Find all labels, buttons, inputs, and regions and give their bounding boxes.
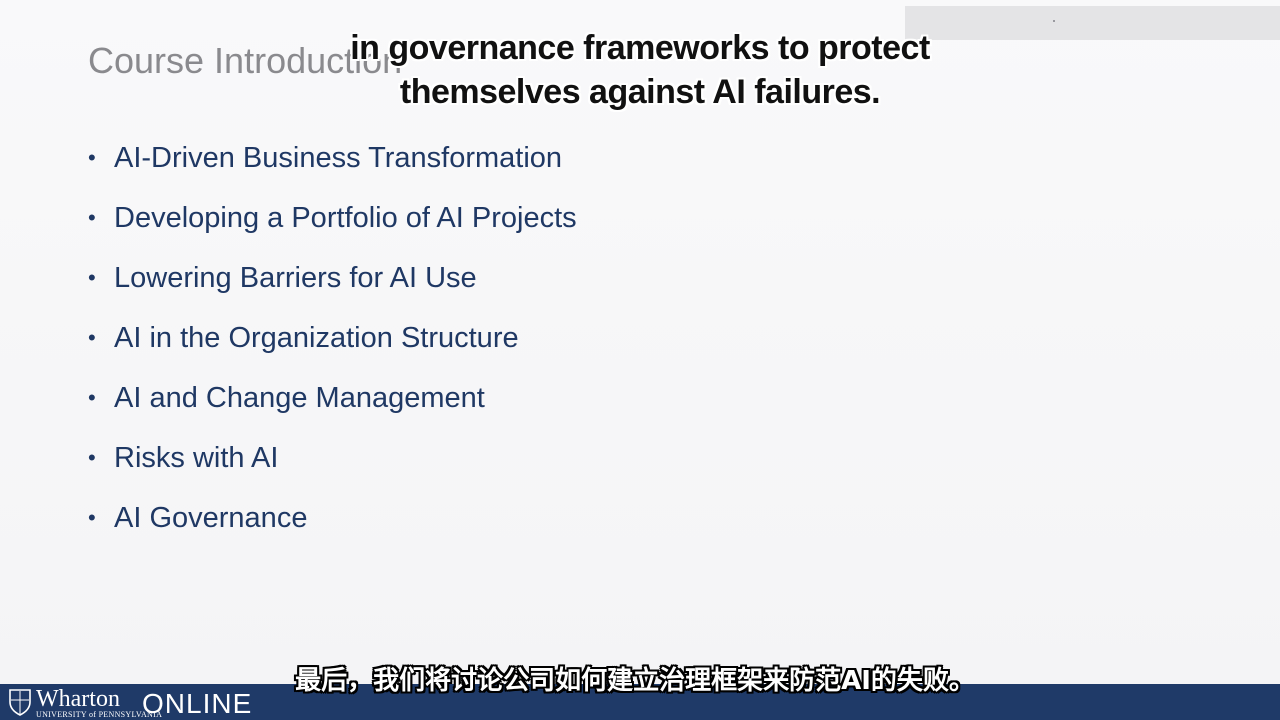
bullet-dot: • [88, 445, 96, 470]
slide-title: Course Introduction [88, 40, 403, 81]
bullet-text: Developing a Portfolio of AI Projects [114, 201, 577, 234]
wharton-online-logo: Wharton UNIVERSITY of PENNSYLVANIA ONLIN… [8, 686, 270, 720]
bullet-dot: • [88, 505, 96, 530]
bullet-item: • Developing a Portfolio of AI Projects [88, 188, 577, 248]
english-subtitle-line-2: themselves against AI failures. [399, 73, 881, 111]
bullet-item: • AI-Driven Business Transformation [88, 128, 577, 188]
bullet-dot: • [88, 205, 96, 230]
logo-online: ONLINE [142, 688, 253, 719]
english-subtitle-line-1: in governance frameworks to protect [350, 29, 930, 67]
bullet-item: • Lowering Barriers for AI Use [88, 248, 577, 308]
bullet-text: Lowering Barriers for AI Use [114, 261, 477, 294]
corner-overlay-panel [905, 6, 1280, 40]
bullet-text: AI Governance [114, 501, 308, 534]
bullet-item: • AI and Change Management [88, 368, 577, 428]
shield-icon [9, 689, 31, 716]
bullet-item: • AI Governance [88, 488, 577, 548]
english-subtitle: in governance frameworks to protect them… [250, 26, 1030, 114]
footer-bar [0, 684, 1280, 720]
bullet-dot: • [88, 265, 96, 290]
chinese-subtitle: 最后，我们将讨论公司如何建立治理框架来防范AI的失败。 [295, 666, 975, 696]
bullet-dot: • [88, 385, 96, 410]
bullet-text: AI-Driven Business Transformation [114, 141, 563, 174]
bullet-text: AI and Change Management [114, 381, 485, 414]
logo-wordmark: Wharton [36, 686, 120, 712]
logo-subline: UNIVERSITY of PENNSYLVANIA [36, 710, 163, 719]
bullet-item: • Risks with AI [88, 428, 577, 488]
bullet-item: • AI in the Organization Structure [88, 308, 577, 368]
bullet-text: AI in the Organization Structure [114, 321, 519, 354]
bullet-dot: • [88, 325, 96, 350]
bullet-dot: • [88, 145, 96, 170]
bullet-list: • AI-Driven Business Transformation • De… [88, 128, 577, 548]
corner-dot [1053, 20, 1055, 22]
bullet-text: Risks with AI [114, 441, 279, 474]
